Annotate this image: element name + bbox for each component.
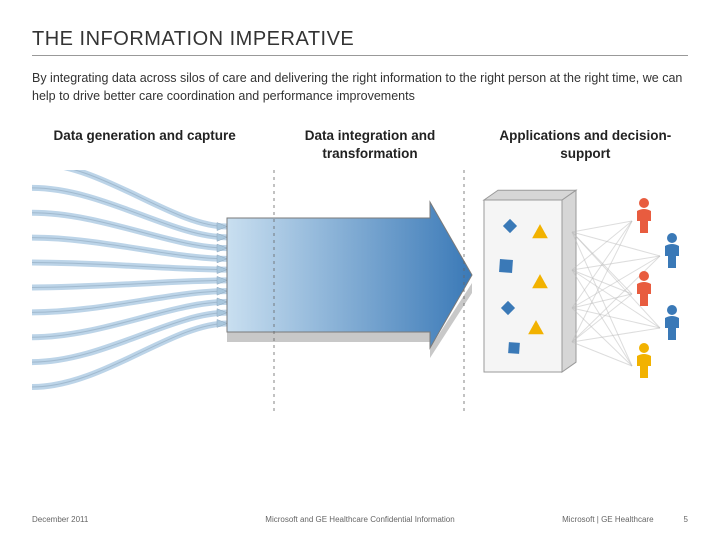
flow-diagram: [32, 170, 688, 415]
page-title: THE INFORMATION IMPERATIVE: [32, 28, 688, 56]
col-head-integration: Data integration and transformation: [260, 127, 480, 162]
footer-brand: Microsoft | GE Healthcare: [562, 515, 653, 524]
column-headers: Data generation and capture Data integra…: [32, 127, 688, 162]
col-head-applications: Applications and decision-support: [485, 127, 685, 162]
footer-page-number: 5: [684, 515, 688, 524]
page-subtitle: By integrating data across silos of care…: [32, 70, 688, 105]
footer-confidential: Microsoft and GE Healthcare Confidential…: [265, 515, 454, 524]
footer-date: December 2011: [32, 515, 88, 524]
col-head-generation: Data generation and capture: [35, 127, 255, 162]
footer: December 2011 Microsoft and GE Healthcar…: [0, 515, 720, 524]
